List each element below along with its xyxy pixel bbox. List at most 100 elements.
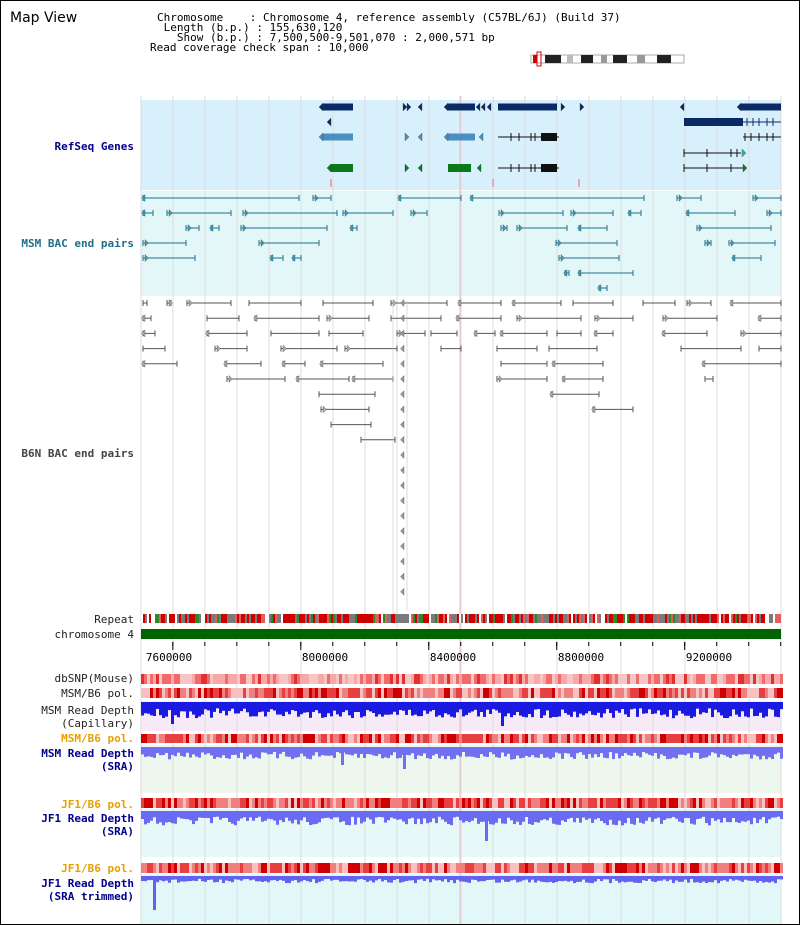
polymorphism-heat-cell — [705, 863, 708, 873]
polymorphism-heat-cell — [675, 863, 678, 873]
read-depth-bar — [537, 702, 540, 710]
polymorphism-heat-cell — [459, 734, 462, 743]
polymorphism-heat-cell — [369, 863, 372, 873]
read-depth-bar — [642, 747, 645, 752]
read-depth-bar — [399, 702, 402, 710]
read-depth-bar — [207, 811, 210, 819]
repeat-element — [417, 614, 419, 623]
strand-arrow — [688, 299, 693, 307]
read-depth-bar — [243, 876, 246, 880]
polymorphism-heat-cell — [237, 863, 240, 873]
polymorphism-heat-cell — [504, 798, 507, 808]
polymorphism-heat-cell — [411, 863, 414, 873]
read-depth-bar — [396, 876, 399, 880]
polymorphism-heat-cell — [321, 674, 324, 684]
read-depth-bar — [363, 876, 366, 880]
repeat-element — [297, 614, 299, 623]
polymorphism-heat-cell — [582, 688, 585, 698]
polymorphism-heat-cell — [405, 688, 408, 698]
read-depth-bar — [579, 876, 582, 882]
polymorphism-heat-cell — [288, 863, 291, 873]
polymorphism-heat-cell — [189, 674, 192, 684]
length-info: Length (b.p.) : 155,630,120 — [157, 21, 343, 34]
repeat-element — [161, 614, 163, 623]
polymorphism-heat-cell — [549, 688, 552, 698]
polymorphism-heat-cell — [414, 798, 417, 808]
polymorphism-heat-cell — [252, 674, 255, 684]
repeat-element — [173, 614, 175, 623]
read-depth-bar — [198, 747, 201, 758]
strand-arrow — [281, 359, 286, 368]
read-depth-bar — [780, 811, 783, 820]
polymorphism-heat-cell — [192, 798, 195, 808]
polymorphism-heat-cell — [435, 863, 438, 873]
polymorphism-heat-cell — [270, 674, 273, 684]
polymorphism-heat-cell — [339, 688, 342, 698]
read-depth-bar — [414, 811, 417, 825]
read-depth-bar — [438, 876, 441, 881]
repeat-element — [203, 614, 205, 623]
repeat-element — [587, 614, 589, 623]
polymorphism-heat-cell — [438, 734, 441, 743]
read-depth-bar — [345, 811, 348, 825]
polymorphism-heat-cell — [219, 674, 222, 684]
polymorphism-heat-cell — [405, 674, 408, 684]
repeat-element — [583, 614, 585, 623]
read-depth-bar — [699, 702, 702, 715]
polymorphism-heat-cell — [480, 688, 483, 698]
polymorphism-heat-cell — [540, 674, 543, 684]
polymorphism-heat-cell — [510, 688, 513, 698]
chromosome-ideogram — [530, 54, 685, 64]
read-depth-bar — [768, 876, 771, 883]
strand-arrow — [400, 359, 405, 368]
read-depth-bar — [489, 702, 492, 714]
polymorphism-heat-cell — [249, 674, 252, 684]
strand-arrow — [400, 375, 405, 383]
read-depth-bar — [666, 702, 669, 717]
polymorphism-heat-cell — [174, 798, 177, 808]
polymorphism-heat-cell — [759, 798, 762, 808]
polymorphism-heat-cell — [534, 734, 537, 743]
polymorphism-heat-cell — [378, 734, 381, 743]
polymorphism-heat-cell — [516, 688, 519, 698]
read-depth-bar — [753, 702, 756, 717]
read-depth-bar — [606, 702, 609, 709]
polymorphism-heat-cell — [243, 863, 246, 873]
polymorphism-heat-cell — [552, 674, 555, 684]
refseq-gene-exon — [684, 118, 743, 126]
read-depth-bar — [513, 876, 516, 880]
read-depth-bar — [501, 811, 504, 824]
polymorphism-heat-cell — [666, 734, 669, 743]
repeat-element — [457, 614, 459, 623]
read-depth-bar — [357, 702, 360, 713]
polymorphism-heat-cell — [462, 688, 465, 698]
read-depth-bar — [402, 811, 405, 822]
polymorphism-heat-cell — [513, 734, 516, 743]
polymorphism-heat-cell — [747, 863, 750, 873]
repeat-element — [219, 614, 221, 623]
read-depth-bar — [648, 811, 651, 818]
polymorphism-heat-cell — [531, 674, 534, 684]
read-depth-bar — [315, 811, 318, 824]
strand-arrow — [560, 254, 565, 262]
polymorphism-heat-cell — [333, 674, 336, 684]
polymorphism-heat-cell — [171, 688, 174, 698]
polymorphism-heat-cell — [609, 734, 612, 743]
polymorphism-heat-cell — [408, 798, 411, 808]
read-depth-bar — [339, 811, 342, 823]
read-depth-bar — [645, 811, 648, 821]
polymorphism-heat-cell — [252, 863, 255, 873]
read-depth-bar — [306, 747, 309, 759]
polymorphism-heat-cell — [375, 734, 378, 743]
polymorphism-heat-cell — [480, 863, 483, 873]
polymorphism-heat-cell — [420, 688, 423, 698]
read-depth-bar — [534, 747, 537, 758]
polymorphism-heat-cell — [294, 863, 297, 873]
read-depth-bar — [477, 747, 480, 759]
polymorphism-heat-cell — [705, 688, 708, 698]
repeat-element — [761, 614, 763, 623]
read-depth-bar — [510, 702, 513, 718]
polymorphism-heat-cell — [540, 798, 543, 808]
polymorphism-heat-cell — [447, 674, 450, 684]
